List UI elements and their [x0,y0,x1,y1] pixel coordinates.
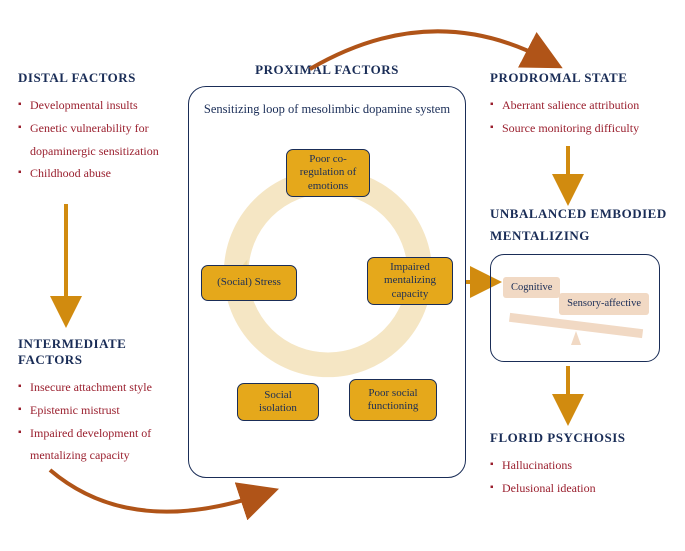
seesaw-icon [505,311,647,355]
node-label: (Social) Stress [217,276,281,289]
florid-item: Delusional ideation [490,477,670,500]
prodromal-item: Aberrant salience attribution [490,94,670,117]
florid-item: Hallucinations [490,454,670,477]
unbalanced-title-2: MENTALIZING [490,228,670,244]
distal-title: DISTAL FACTORS [18,70,186,86]
node-label: Poor co-regulation of emotions [293,153,363,193]
prodromal-title: PRODROMAL STATE [490,70,670,86]
intermediate-list: Insecure attachment style Epistemic mist… [18,376,186,467]
distal-item: Childhood abuse [18,162,186,185]
unbalanced-title-1: UNBALANCED EMBODIED [490,206,670,222]
intermediate-item: Epistemic mistrust [18,399,186,422]
distal-factors-block: DISTAL FACTORS Developmental insults Gen… [18,70,186,185]
node-label: Social isolation [244,389,312,415]
node-poor-social-functioning: Poor social functioning [349,379,437,421]
florid-block: FLORID PSYCHOSIS Hallucinations Delusion… [490,430,670,500]
prodromal-block: PRODROMAL STATE Aberrant salience attrib… [490,70,670,140]
arrow-prodromal-to-unbalanced [560,146,580,202]
arrow-distal-to-intermediate [58,204,78,324]
node-social-stress: (Social) Stress [201,265,297,301]
distal-item: Developmental insults [18,94,186,117]
node-poor-coregulation: Poor co-regulation of emotions [286,149,370,197]
cognitive-block: Cognitive [503,277,560,298]
mentalizing-box: Cognitive Sensory-affective [490,254,660,362]
node-impaired-mentalizing: Impaired mentalizing capacity [367,257,453,305]
distal-list: Developmental insults Genetic vulnerabil… [18,94,186,185]
arrow-unbalanced-to-florid [560,366,580,422]
florid-title: FLORID PSYCHOSIS [490,430,670,446]
prodromal-item: Source monitoring difficulty [490,117,670,140]
intermediate-item: Insecure attachment style [18,376,186,399]
prodromal-list: Aberrant salience attribution Source mon… [490,94,670,140]
node-social-isolation: Social isolation [237,383,319,421]
node-label: Impaired mentalizing capacity [374,261,446,301]
proximal-box: Sensitizing loop of mesolimbic dopamine … [188,86,466,478]
distal-item: Genetic vulnerability for dopaminergic s… [18,117,186,163]
sensitizing-label: Sensitizing loop of mesolimbic dopamine … [189,101,465,117]
unbalanced-title-block: UNBALANCED EMBODIED MENTALIZING [490,206,670,244]
node-label: Poor social functioning [356,387,430,413]
florid-list: Hallucinations Delusional ideation [490,454,670,500]
intermediate-title: INTERMEDIATE FACTORS [18,336,186,368]
intermediate-factors-block: INTERMEDIATE FACTORS Insecure attachment… [18,336,186,467]
